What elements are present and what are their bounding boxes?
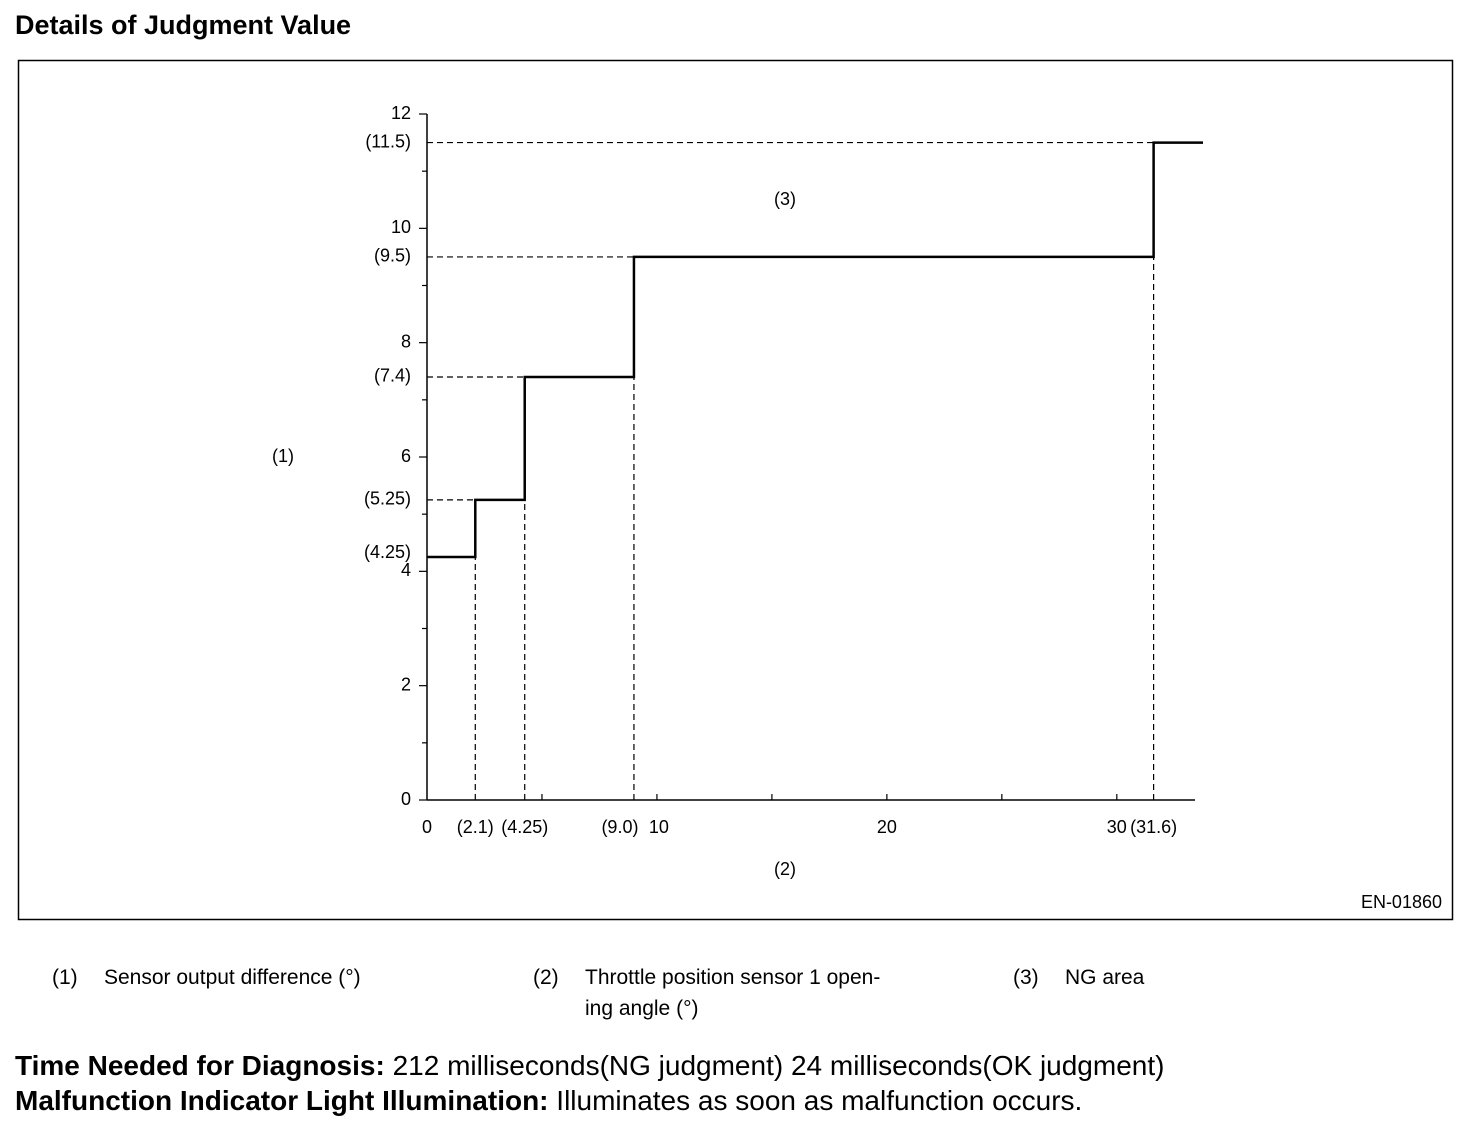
x-tick-label: 10 (649, 817, 669, 837)
x-axis-label: (2) (774, 859, 796, 879)
x-tick-label: 0 (422, 817, 432, 837)
note-text: Illuminates as soon as malfunction occur… (548, 1085, 1083, 1116)
y-tick-label: 10 (391, 217, 411, 237)
x-tick-label: (2.1) (457, 817, 494, 837)
y-tick-label: (4.25) (364, 542, 411, 562)
note-label: Malfunction Indicator Light Illumination… (15, 1085, 549, 1116)
x-tick-label: 30 (1107, 817, 1127, 837)
chart-frame (17, 59, 1454, 921)
legend-number: (3) (1013, 966, 1039, 989)
legend-number: (1) (52, 966, 78, 989)
legend-number: (2) (533, 966, 559, 989)
x-tick-label: (4.25) (501, 817, 548, 837)
y-tick-label: 8 (401, 331, 411, 351)
y-tick-label: (9.5) (374, 246, 411, 266)
y-tick-label: (7.4) (374, 366, 411, 386)
y-tick-label: 0 (401, 789, 411, 809)
figure-code: EN-01860 (1361, 892, 1442, 912)
y-tick-label: (5.25) (364, 489, 411, 509)
y-tick-label: 2 (401, 674, 411, 694)
x-tick-label: (9.0) (601, 817, 638, 837)
legend-text: ing angle (°) (585, 997, 699, 1020)
note-label: Time Needed for Diagnosis: (15, 1050, 385, 1081)
area-label: (3) (774, 189, 796, 209)
note: Time Needed for Diagnosis: 212 milliseco… (15, 1050, 1164, 1082)
y-tick-label: (11.5) (365, 131, 411, 151)
page-title: Details of Judgment Value (15, 10, 352, 40)
y-tick-label: 6 (401, 446, 411, 466)
y-axis-label: (1) (272, 446, 294, 466)
y-tick-label: 12 (391, 103, 411, 123)
legend-text: NG area (1065, 966, 1145, 989)
y-tick-label: 4 (401, 560, 411, 580)
note-text: 212 milliseconds(NG judgment) 24 millise… (384, 1050, 1165, 1081)
legend-text: Throttle position sensor 1 open- (585, 966, 881, 989)
legend-text: Sensor output difference (°) (104, 966, 361, 989)
x-tick-label: (31.6) (1130, 817, 1177, 837)
note: Malfunction Indicator Light Illumination… (15, 1085, 1082, 1117)
x-tick-label: 20 (877, 817, 897, 837)
judgment-line (427, 141, 1203, 559)
